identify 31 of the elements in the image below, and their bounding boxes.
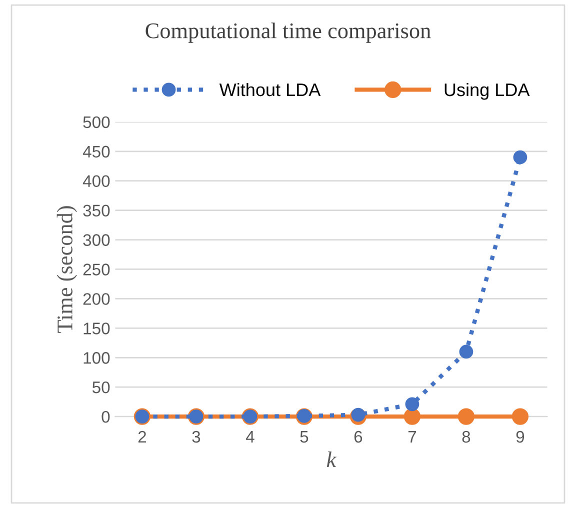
y-tick-label: 250 <box>83 264 110 276</box>
chart-title: Computational time comparison <box>146 22 431 43</box>
point <box>351 408 366 422</box>
x-tick-label: 9 <box>516 430 524 443</box>
y-tick-label: 300 <box>83 234 110 246</box>
x-tick-label: 8 <box>462 430 470 443</box>
point <box>405 397 420 412</box>
x-tick-label: 3 <box>192 430 200 443</box>
y-tick-label: 200 <box>83 293 110 305</box>
x-tick-label: 4 <box>246 431 254 443</box>
y-tick-label: 50 <box>92 381 110 394</box>
x-tick-label: 6 <box>354 430 362 443</box>
x-axis-title: k <box>326 452 336 467</box>
y-tick-label: 400 <box>82 175 110 188</box>
x-tick-label: 5 <box>300 431 308 443</box>
point <box>513 150 528 164</box>
point <box>404 408 421 425</box>
y-tick-label: 450 <box>82 146 110 158</box>
point <box>512 408 529 425</box>
y-tick-label: 350 <box>83 204 110 217</box>
y-tick-label: 0 <box>102 410 110 423</box>
y-axis-title: Time (second) <box>56 206 77 333</box>
legend-label: Without LDA <box>219 82 321 96</box>
point <box>459 344 474 359</box>
legend-label: Using LDA <box>444 82 530 100</box>
point <box>458 408 475 425</box>
x-tick-label: 2 <box>138 430 146 443</box>
y-tick-label: 100 <box>84 352 110 364</box>
y-tick-label: 500 <box>83 116 110 128</box>
y-tick-label: 150 <box>84 322 110 334</box>
x-tick-label: 7 <box>408 431 416 443</box>
